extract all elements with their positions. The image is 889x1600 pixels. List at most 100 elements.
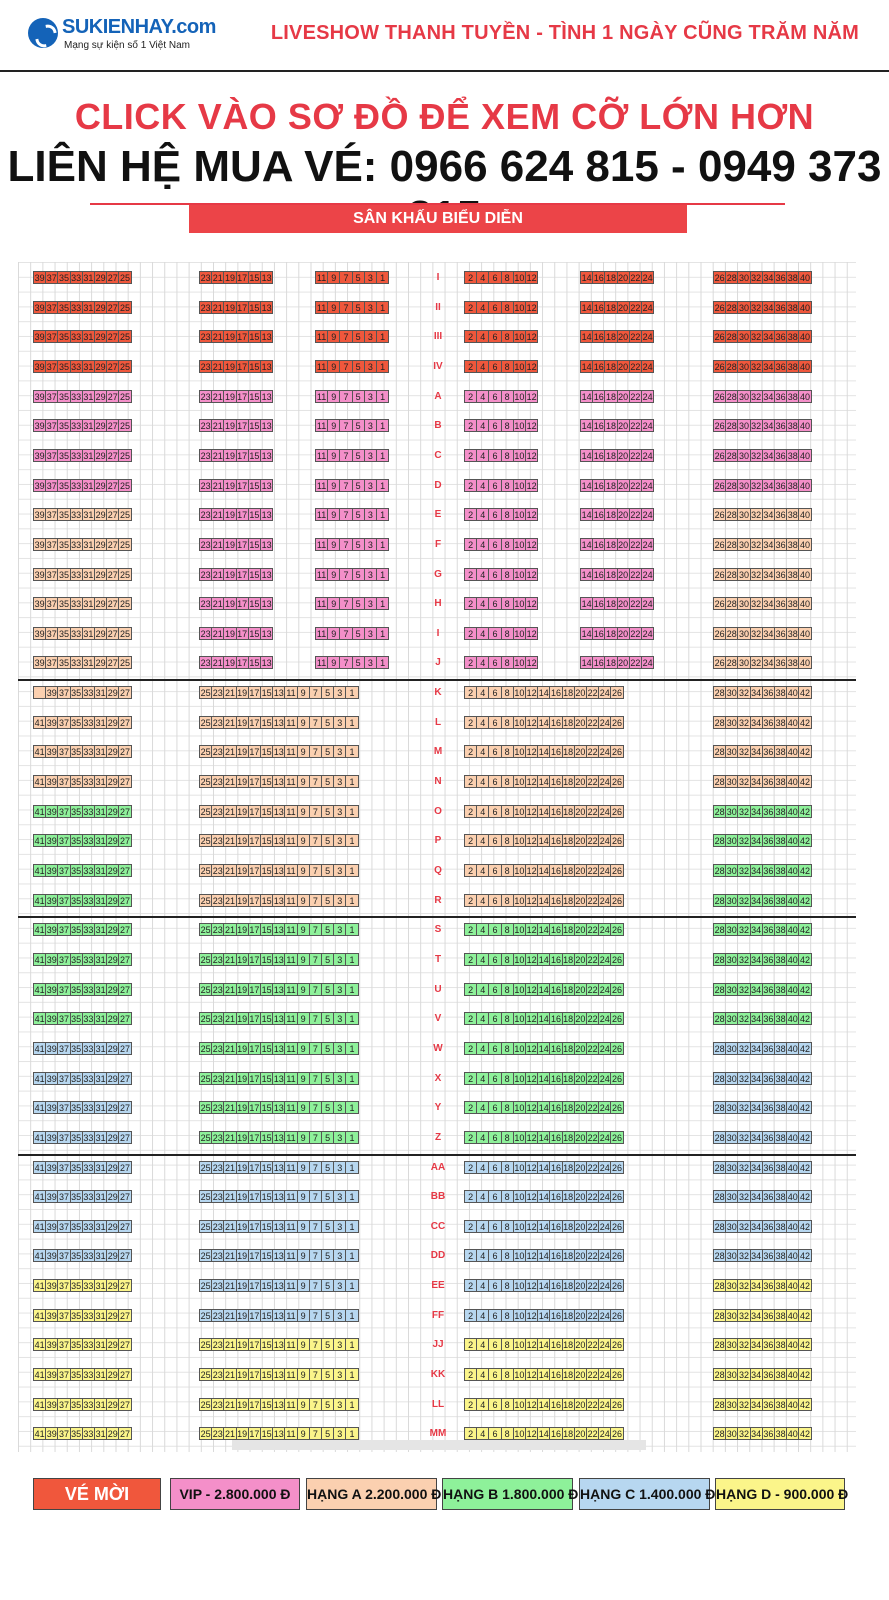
seat[interactable]: 33 [81,1338,95,1352]
seat[interactable]: 29 [106,834,120,848]
seat[interactable]: 21 [211,626,225,640]
seat[interactable]: 21 [223,1160,237,1174]
seat[interactable]: 5 [321,715,335,729]
seat[interactable]: 8 [500,537,514,551]
seat[interactable]: 13 [272,864,286,877]
seat[interactable]: 15 [260,1249,274,1263]
seat[interactable]: 24 [598,834,612,848]
seat[interactable]: 27 [118,952,132,966]
seat[interactable]: 40 [786,1041,800,1055]
seat[interactable]: 19 [223,626,237,640]
seat[interactable]: 24 [598,893,612,907]
seat[interactable]: 22 [628,537,642,551]
seat[interactable]: 16 [549,893,563,907]
seat[interactable]: 42 [798,1219,812,1233]
seat[interactable]: 18 [561,1427,575,1441]
seat[interactable]: 14 [580,419,594,433]
seat[interactable]: 18 [561,1190,575,1204]
seat[interactable]: 17 [247,1249,261,1263]
seat[interactable]: 35 [69,804,83,818]
seat[interactable]: 34 [749,804,763,818]
seat[interactable]: 27 [106,626,120,640]
seat[interactable]: 21 [211,448,225,462]
seat[interactable]: 23 [211,893,225,907]
seat[interactable]: 7 [308,686,322,700]
seat[interactable]: 39 [45,715,59,729]
seat[interactable]: 4 [476,1071,490,1085]
seat[interactable]: 8 [500,982,514,996]
seat[interactable]: 13 [272,1012,286,1026]
seat[interactable]: 14 [537,1308,551,1322]
seat[interactable]: 6 [488,1338,502,1352]
seat[interactable]: 6 [488,686,502,700]
seat[interactable]: 32 [737,1219,751,1233]
seat[interactable]: 24 [598,775,612,789]
seat[interactable]: 21 [211,656,225,670]
seat[interactable]: 14 [537,1041,551,1055]
seat[interactable]: 17 [247,864,261,877]
seat[interactable]: 42 [798,1012,812,1026]
seat[interactable]: 26 [610,1012,624,1026]
seat[interactable]: 21 [223,1190,237,1204]
seat[interactable]: 9 [296,1249,310,1263]
seat[interactable]: 13 [272,804,286,818]
seat[interactable]: 1 [376,478,390,492]
seat[interactable]: 26 [610,1427,624,1441]
seat[interactable]: 37 [57,686,71,700]
seat[interactable]: 12 [525,1397,539,1411]
seat[interactable]: 20 [616,597,630,611]
seat[interactable]: 41 [33,1249,47,1263]
seat[interactable]: 21 [223,804,237,818]
seat[interactable]: 30 [725,1279,739,1293]
seat[interactable]: 27 [118,1101,132,1115]
seat[interactable]: 24 [641,419,655,433]
seat[interactable]: 23 [211,1219,225,1233]
seat[interactable]: 21 [223,775,237,789]
seat[interactable]: 15 [247,300,261,314]
seat[interactable]: 7 [308,745,322,759]
seat[interactable]: 2 [464,271,478,284]
seat[interactable]: 4 [476,1160,490,1174]
seat[interactable]: 26 [610,775,624,789]
seat[interactable]: 1 [376,567,390,581]
seat[interactable]: 30 [725,745,739,759]
seat[interactable]: 6 [488,330,502,344]
seat[interactable]: 18 [561,1041,575,1055]
seat[interactable]: 34 [749,923,763,937]
seat[interactable]: 6 [488,1012,502,1026]
seat[interactable]: 30 [737,478,751,492]
seat[interactable]: 37 [57,1160,71,1174]
seat[interactable]: 12 [525,597,539,611]
seat[interactable]: 28 [725,448,739,462]
seat[interactable]: 10 [512,715,526,729]
seat[interactable]: 13 [272,1427,286,1441]
seat[interactable]: 35 [57,597,71,611]
seat[interactable]: 20 [616,656,630,670]
seat[interactable]: 33 [81,834,95,848]
seat[interactable]: 35 [69,1427,83,1441]
seat[interactable]: 42 [798,1427,812,1441]
seat[interactable]: 37 [45,359,59,373]
seat[interactable]: 29 [106,982,120,996]
seat[interactable]: 35 [57,448,71,462]
seat[interactable]: 30 [725,893,739,907]
seat[interactable]: 20 [573,1279,587,1293]
seat[interactable]: 37 [45,478,59,492]
seat[interactable]: 25 [118,567,132,581]
seat[interactable]: 13 [272,1397,286,1411]
seat[interactable]: 1 [345,1427,359,1441]
seat[interactable]: 7 [339,478,353,492]
seat[interactable]: 32 [749,508,763,522]
seat[interactable]: 12 [525,775,539,789]
seat[interactable]: 37 [45,508,59,522]
seat[interactable]: 26 [610,893,624,907]
seat[interactable]: 19 [223,478,237,492]
seat[interactable]: 23 [211,982,225,996]
seat[interactable]: 9 [327,597,341,611]
seat[interactable]: 20 [616,419,630,433]
seat[interactable]: 26 [713,300,727,314]
seat[interactable]: 1 [376,656,390,670]
seat[interactable]: 27 [118,1130,132,1144]
seat[interactable]: 32 [737,1160,751,1174]
seat[interactable]: 31 [81,359,95,373]
